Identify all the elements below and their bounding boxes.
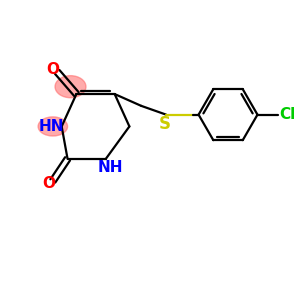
Text: HN: HN [39, 119, 64, 134]
Ellipse shape [55, 76, 86, 98]
Text: O: O [42, 176, 55, 191]
Text: O: O [46, 61, 59, 76]
Ellipse shape [38, 117, 68, 136]
Text: Cl: Cl [279, 107, 295, 122]
Text: S: S [159, 115, 171, 133]
Text: NH: NH [98, 160, 123, 175]
